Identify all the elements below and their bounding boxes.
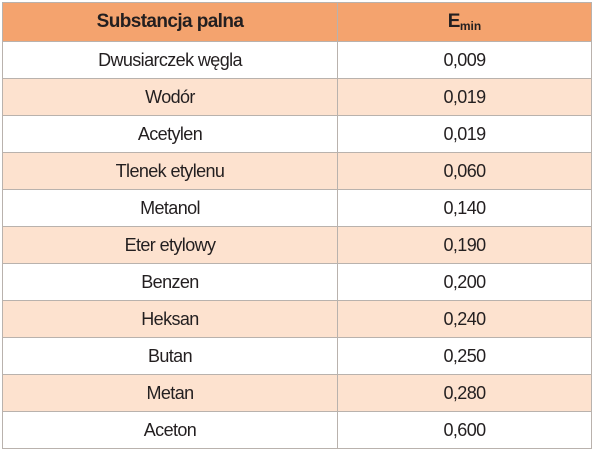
- table-header: Substancja palna Emin: [2, 2, 592, 42]
- value-cell: 0,140: [337, 189, 592, 227]
- table-row: Metanol 0,140: [2, 189, 592, 227]
- value-cell: 0,060: [337, 152, 592, 190]
- value-cell: 0,019: [337, 78, 592, 116]
- substance-cell: Acetylen: [2, 115, 338, 153]
- table-row: Heksan 0,240: [2, 300, 592, 338]
- table-row: Acetylen 0,019: [2, 115, 592, 153]
- table-row: Aceton 0,600: [2, 411, 592, 449]
- table-row: Eter etylowy 0,190: [2, 226, 592, 264]
- table-body: Dwusiarczek węgla 0,009 Wodór 0,019 Acetylen…: [2, 41, 592, 449]
- value-cell: 0,250: [337, 337, 592, 375]
- substance-cell: Metan: [2, 374, 338, 412]
- header-text: E: [447, 11, 461, 32]
- value-cell: 0,019: [337, 115, 592, 153]
- table-row: Metan 0,280: [2, 374, 592, 412]
- substance-cell: Butan: [2, 337, 338, 375]
- value-cell: 0,240: [337, 300, 592, 338]
- substance-cell: Eter etylowy: [2, 226, 338, 264]
- table-row: Dwusiarczek węgla 0,009: [2, 41, 592, 79]
- substance-cell: Aceton: [2, 411, 338, 449]
- substance-cell: Heksan: [2, 300, 338, 338]
- header-cell: Emin: [337, 2, 592, 42]
- table-row: Benzen 0,200: [2, 263, 592, 301]
- table-row: Wodór 0,019: [2, 78, 592, 116]
- value-cell: 0,280: [337, 374, 592, 412]
- substance-cell: Wodór: [2, 78, 338, 116]
- header-cell: Substancja palna: [2, 2, 338, 42]
- table-row: Tlenek etylenu 0,060: [2, 152, 592, 190]
- header-text: Substancja palna: [96, 11, 244, 32]
- value-cell: 0,200: [337, 263, 592, 301]
- table-row: Butan 0,250: [2, 337, 592, 375]
- substance-cell: Benzen: [2, 263, 338, 301]
- substance-cell: Metanol: [2, 189, 338, 227]
- data-table: Substancja palna Emin Dwusiarczek węgla 0…: [2, 2, 592, 449]
- header-subscript: min: [459, 19, 482, 33]
- value-cell: 0,009: [337, 41, 592, 79]
- substance-cell: Tlenek etylenu: [2, 152, 338, 190]
- value-cell: 0,190: [337, 226, 592, 264]
- header-row: Substancja palna Emin: [2, 2, 592, 42]
- value-cell: 0,600: [337, 411, 592, 449]
- substance-cell: Dwusiarczek węgla: [2, 41, 338, 79]
